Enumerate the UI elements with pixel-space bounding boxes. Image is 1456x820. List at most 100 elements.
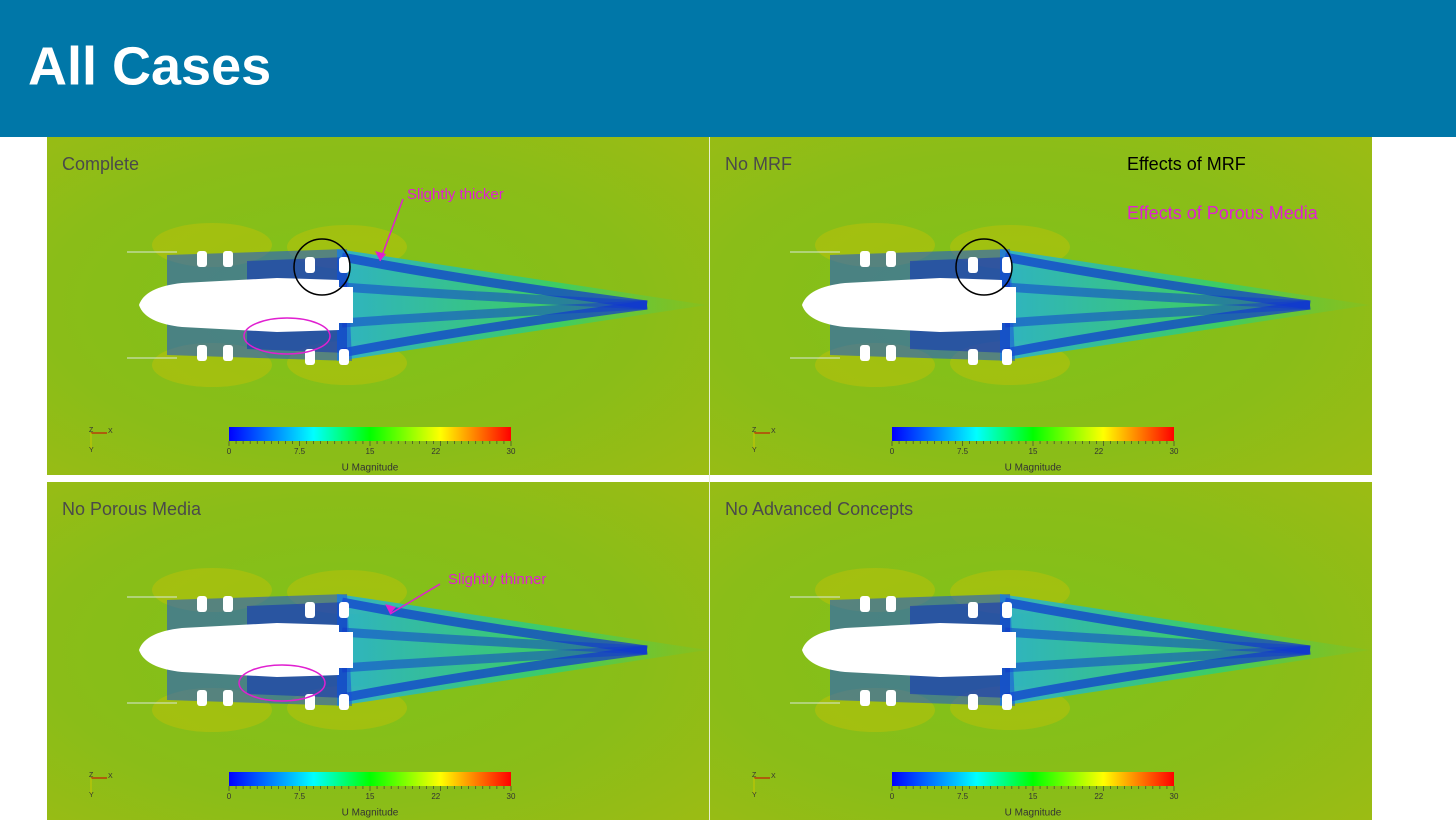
wake-streak <box>1004 300 1311 328</box>
colorbar-tick-label: 0 <box>227 792 232 801</box>
colorbar-tick-label: 0 <box>890 792 895 801</box>
triad-label: Z <box>89 772 94 779</box>
panel-title: Complete <box>62 154 139 174</box>
wake-streak <box>341 282 648 310</box>
wheel <box>968 602 978 618</box>
panel-title: No MRF <box>725 154 792 174</box>
header-bar <box>0 0 1456 137</box>
mrf-circle <box>293 238 351 296</box>
triad-label: Y <box>89 792 94 799</box>
panel: Complete Slightly thicker Z X Y 0 7.5 15 22 30 U M… <box>47 137 709 475</box>
wheel <box>339 349 349 365</box>
rear-wing <box>339 287 353 323</box>
colorbar-tick-label: 15 <box>1029 792 1038 801</box>
slide-title: All Cases <box>28 36 271 96</box>
colorbar-tick-label: 22 <box>431 447 440 456</box>
wake-streak <box>341 627 648 655</box>
colorbar-tick-label: 0 <box>227 447 232 456</box>
arrow-head <box>385 604 396 614</box>
colorbar-tick-label: 30 <box>1170 792 1179 801</box>
wheel <box>197 251 207 267</box>
rear-wing <box>1002 632 1016 668</box>
rear-wing <box>1002 287 1016 323</box>
wake-streak <box>1004 282 1311 310</box>
panel-title: No Advanced Concepts <box>725 499 913 519</box>
panel: No Porous Media Slightly thinner Z X Y 0 7.5 15… <box>47 482 709 820</box>
car-body <box>139 278 339 332</box>
legend-note: Effects of MRF <box>1127 154 1246 174</box>
colorbar <box>229 427 511 441</box>
colorbar <box>892 427 1174 441</box>
colorbar-title: U Magnitude <box>1005 808 1062 819</box>
triad-label: X <box>108 428 113 435</box>
colorbar-title: U Magnitude <box>342 463 399 474</box>
mrf-circle <box>955 238 1013 296</box>
colorbar-tick-label: 15 <box>1029 447 1038 456</box>
wheel <box>339 257 349 273</box>
triad-label: X <box>771 773 776 780</box>
colorbar-tick-label: 22 <box>1094 792 1103 801</box>
porous-ellipse <box>238 664 326 702</box>
triad-label: Y <box>89 447 94 454</box>
wheel <box>860 251 870 267</box>
wheel <box>860 596 870 612</box>
arrow-head <box>375 251 386 261</box>
wheel <box>886 690 896 706</box>
triad-label: Z <box>89 427 94 434</box>
car-body <box>802 623 1002 677</box>
triad-label: Y <box>752 792 757 799</box>
wheel <box>886 251 896 267</box>
annotation-arrow <box>389 583 441 615</box>
wheel <box>305 602 315 618</box>
colorbar-tick-label: 22 <box>1094 447 1103 456</box>
porous-ellipse <box>243 317 331 355</box>
wheel <box>1002 694 1012 710</box>
colorbar-tick-label: 0 <box>890 447 895 456</box>
car-body <box>139 623 339 677</box>
wake-streak <box>1004 627 1311 655</box>
wheel <box>197 345 207 361</box>
triad-label: Y <box>752 447 757 454</box>
triad-label: Z <box>752 772 757 779</box>
rear-wing <box>339 632 353 668</box>
wheel <box>968 349 978 365</box>
wheel <box>1002 602 1012 618</box>
colorbar <box>892 772 1174 786</box>
colorbar-tick-label: 15 <box>366 792 375 801</box>
wheel <box>1002 257 1012 273</box>
panel: No MRF Effects of MRF Effects of Porous Me… <box>710 137 1372 475</box>
colorbar-tick-label: 7.5 <box>294 792 306 801</box>
wheel <box>860 345 870 361</box>
car-body <box>802 278 1002 332</box>
wheel <box>968 694 978 710</box>
legend-note: Effects of Porous Media <box>1127 203 1319 223</box>
wake-streak <box>341 645 648 673</box>
wheel <box>223 251 233 267</box>
colorbar-tick-label: 30 <box>1170 447 1179 456</box>
wheel <box>968 257 978 273</box>
annotation: Slightly thicker <box>407 186 504 203</box>
wheel <box>886 345 896 361</box>
wheel <box>305 349 315 365</box>
wheel <box>223 596 233 612</box>
annotation: Slightly thinner <box>448 571 546 588</box>
colorbar-title: U Magnitude <box>1005 463 1062 474</box>
wheel <box>860 690 870 706</box>
wheel <box>223 690 233 706</box>
colorbar <box>229 772 511 786</box>
annotation-arrow <box>379 198 404 262</box>
colorbar-tick-label: 30 <box>507 792 516 801</box>
colorbar-tick-label: 15 <box>366 447 375 456</box>
triad-label: X <box>108 773 113 780</box>
wheel <box>197 690 207 706</box>
colorbar-tick-label: 7.5 <box>294 447 306 456</box>
colorbar-title: U Magnitude <box>342 808 399 819</box>
wheel <box>1002 349 1012 365</box>
wheel <box>339 602 349 618</box>
triad-label: X <box>771 428 776 435</box>
panel-title: No Porous Media <box>62 499 202 519</box>
wheel <box>223 345 233 361</box>
colorbar-tick-label: 22 <box>431 792 440 801</box>
colorbar-tick-label: 7.5 <box>957 447 969 456</box>
